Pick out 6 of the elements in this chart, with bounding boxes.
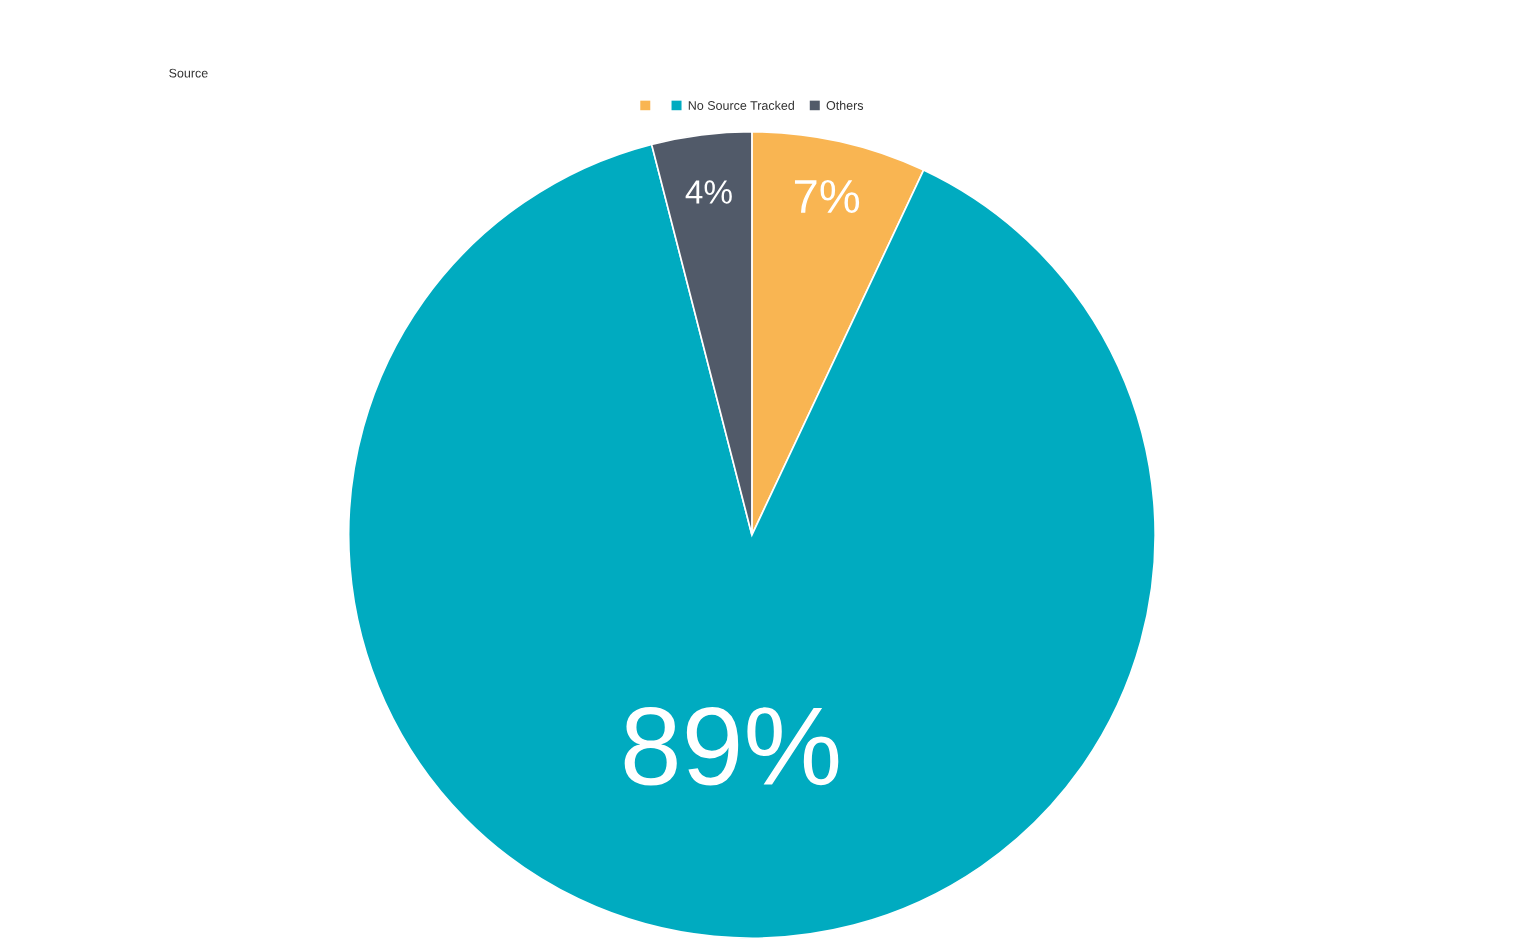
text: Source <box>169 68 208 78</box>
data-label: 7% <box>794 179 860 213</box>
legend-label: No Source Tracked <box>688 100 794 110</box>
data-label: 89% <box>624 706 839 786</box>
data-label: 4% <box>685 180 732 204</box>
legend-label: Others <box>826 100 864 110</box>
